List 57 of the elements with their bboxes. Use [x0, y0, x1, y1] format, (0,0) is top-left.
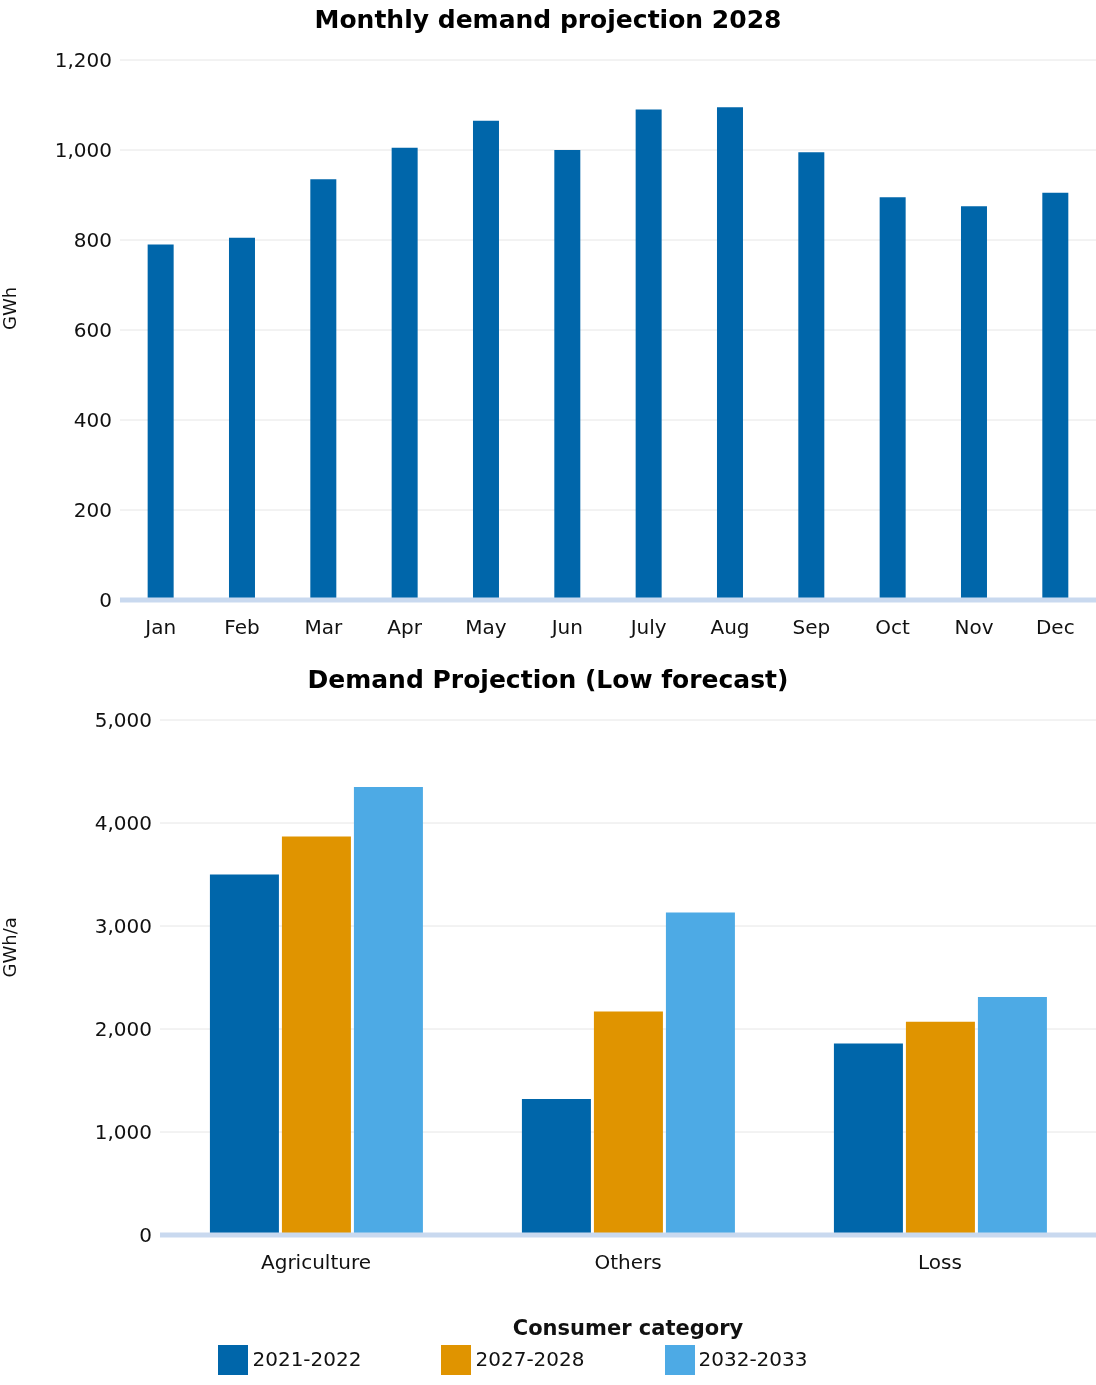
y-axis-title: GWh/a [0, 917, 21, 978]
x-tick-label: Jun [549, 615, 583, 640]
y-tick-label: 3,000 [94, 914, 152, 939]
y-tick-label: 0 [99, 588, 112, 613]
bar [905, 1021, 975, 1235]
bar [716, 107, 743, 600]
bar [960, 206, 987, 600]
bar [977, 997, 1047, 1235]
y-tick-label: 400 [73, 408, 112, 433]
x-tick-label: Feb [224, 615, 260, 640]
y-tick-label: 600 [73, 318, 112, 343]
x-tick-label: Nov [954, 615, 994, 640]
y-axis-title: GWh [0, 286, 21, 330]
x-tick-label: Sep [792, 615, 831, 640]
bar [147, 244, 174, 600]
x-tick-label: Oct [875, 615, 911, 640]
x-tick-label: Jan [143, 615, 177, 640]
y-tick-label: 5,000 [94, 708, 152, 733]
y-tick-label: 800 [73, 228, 112, 253]
bar [833, 1043, 903, 1235]
bar [281, 836, 351, 1235]
legend-label: 2021-2022 [252, 1346, 362, 1371]
x-tick-label: Dec [1035, 615, 1075, 640]
x-axis-title: Consumer category [512, 1316, 744, 1340]
bar [353, 786, 423, 1235]
x-tick-label: May [465, 615, 507, 640]
legend-label: 2032-2033 [698, 1346, 808, 1371]
y-tick-label: 4,000 [94, 811, 152, 836]
y-tick-label: 200 [73, 498, 112, 523]
bar [554, 150, 581, 600]
bar [1042, 192, 1069, 600]
bar [665, 912, 735, 1235]
bar [593, 1011, 663, 1235]
y-tick-label: 1,000 [94, 1120, 152, 1145]
bar [209, 874, 279, 1235]
bar [228, 237, 255, 600]
y-tick-label: 0 [139, 1223, 152, 1248]
x-tick-label: Apr [387, 615, 423, 640]
chart-title: Demand Projection (Low forecast) [306, 664, 790, 696]
x-tick-label: Mar [304, 615, 343, 640]
bar [635, 109, 662, 600]
bar [391, 147, 418, 600]
bar [879, 197, 906, 600]
chart-title: Monthly demand projection 2028 [313, 4, 783, 36]
y-tick-label: 2,000 [94, 1017, 152, 1042]
bar [521, 1099, 591, 1235]
y-tick-label: 1,200 [54, 48, 112, 73]
bar [310, 179, 337, 600]
bar [472, 120, 499, 600]
bar [798, 152, 825, 600]
x-tick-label: July [628, 615, 667, 640]
x-tick-label: Aug [710, 615, 750, 640]
x-tick-label: Loss [918, 1250, 962, 1275]
y-tick-label: 1,000 [54, 138, 112, 163]
x-tick-label: Others [594, 1250, 662, 1275]
legend-label: 2027-2028 [475, 1346, 585, 1371]
x-tick-label: Agriculture [261, 1250, 371, 1275]
